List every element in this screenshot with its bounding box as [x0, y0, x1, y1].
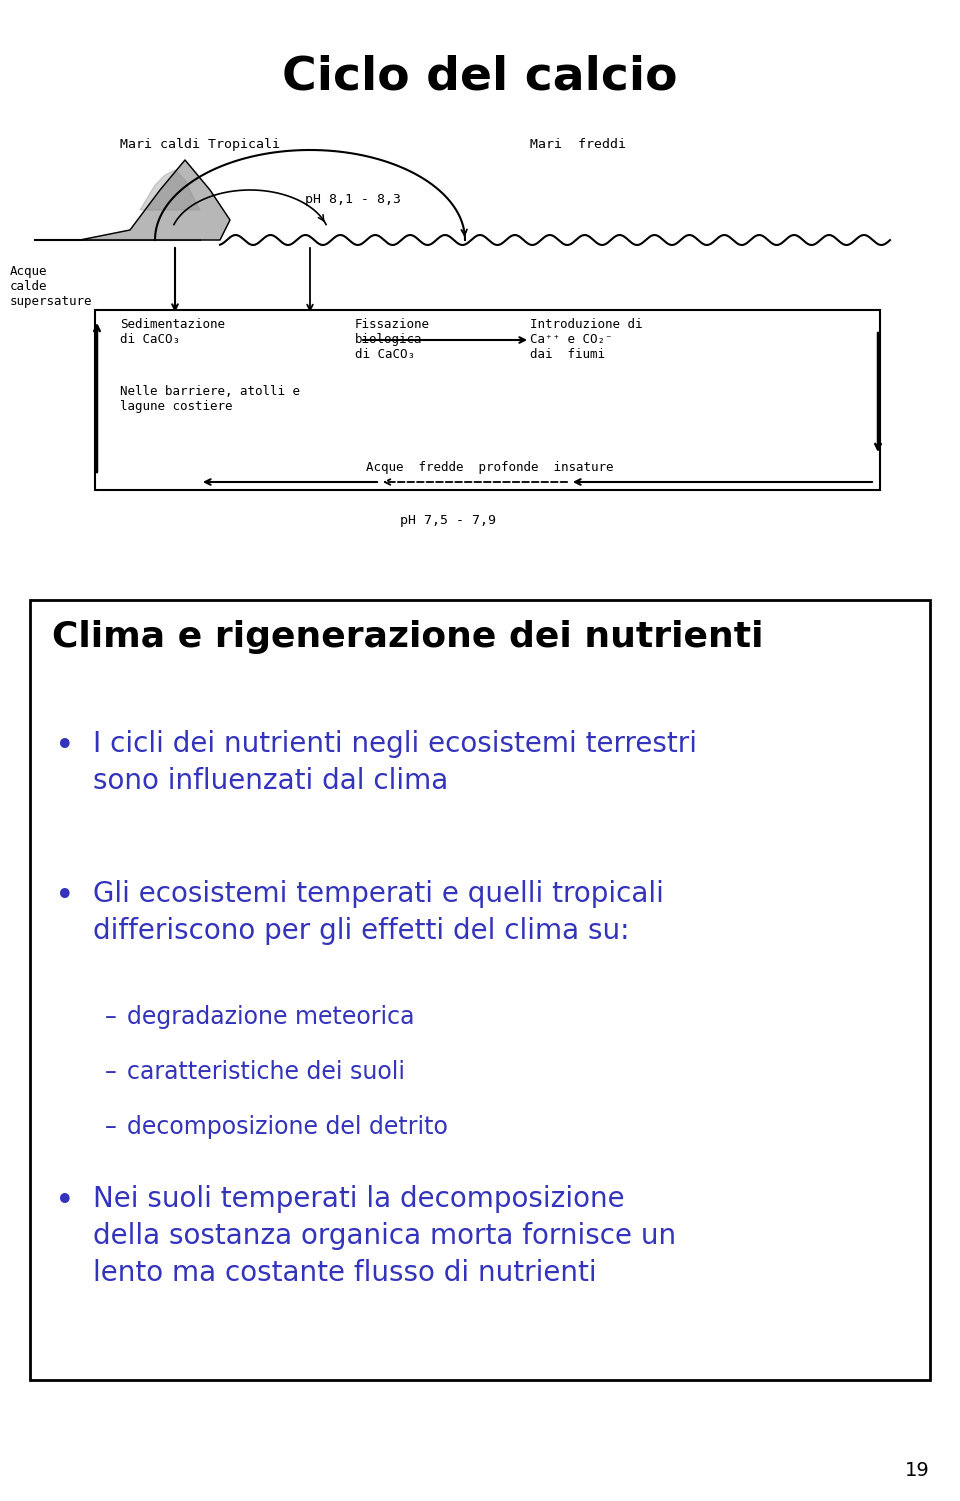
Text: pH 7,5 - 7,9: pH 7,5 - 7,9	[400, 513, 496, 527]
Text: pH 8,1 - 8,3: pH 8,1 - 8,3	[305, 194, 401, 207]
Text: Gli ecosistemi temperati e quelli tropicali
differiscono per gli effetti del cli: Gli ecosistemi temperati e quelli tropic…	[93, 880, 664, 944]
Text: Acque
calde
supersature: Acque calde supersature	[10, 266, 92, 308]
Text: caratteristiche dei suoli: caratteristiche dei suoli	[127, 1060, 405, 1084]
Text: Clima e rigenerazione dei nutrienti: Clima e rigenerazione dei nutrienti	[52, 620, 763, 654]
Text: •: •	[55, 1184, 75, 1217]
Bar	[30, 600, 930, 1379]
Text: I cicli dei nutrienti negli ecosistemi terrestri
sono influenzati dal clima: I cicli dei nutrienti negli ecosistemi t…	[93, 729, 697, 796]
Text: decomposizione del detrito: decomposizione del detrito	[127, 1115, 448, 1139]
Text: Nei suoli temperati la decomposizione
della sostanza organica morta fornisce un
: Nei suoli temperati la decomposizione de…	[93, 1184, 676, 1286]
Text: Fissazione
biologica
di CaCO₃: Fissazione biologica di CaCO₃	[355, 318, 430, 362]
Text: –: –	[105, 1115, 117, 1139]
Text: Mari caldi Tropicali: Mari caldi Tropicali	[120, 138, 280, 152]
Text: Mari  freddi: Mari freddi	[530, 138, 626, 152]
Polygon shape	[80, 161, 230, 240]
Text: degradazione meteorica: degradazione meteorica	[127, 1006, 415, 1030]
Text: –: –	[105, 1060, 117, 1084]
Text: Introduzione di
Ca⁺⁺ e CO₂⁻
dai  fiumi: Introduzione di Ca⁺⁺ e CO₂⁻ dai fiumi	[530, 318, 642, 362]
Bar	[95, 311, 880, 489]
Text: Ciclo del calcio: Ciclo del calcio	[282, 56, 678, 101]
Text: 19: 19	[905, 1460, 930, 1480]
Polygon shape	[140, 170, 200, 210]
Text: Sedimentazione
di CaCO₃: Sedimentazione di CaCO₃	[120, 318, 225, 347]
Text: •: •	[55, 729, 75, 763]
Text: Nelle barriere, atolli e
lagune costiere: Nelle barriere, atolli e lagune costiere	[120, 384, 300, 413]
Text: Acque  fredde  profonde  insature: Acque fredde profonde insature	[367, 461, 613, 474]
Text: •: •	[55, 880, 75, 913]
Text: –: –	[105, 1006, 117, 1030]
